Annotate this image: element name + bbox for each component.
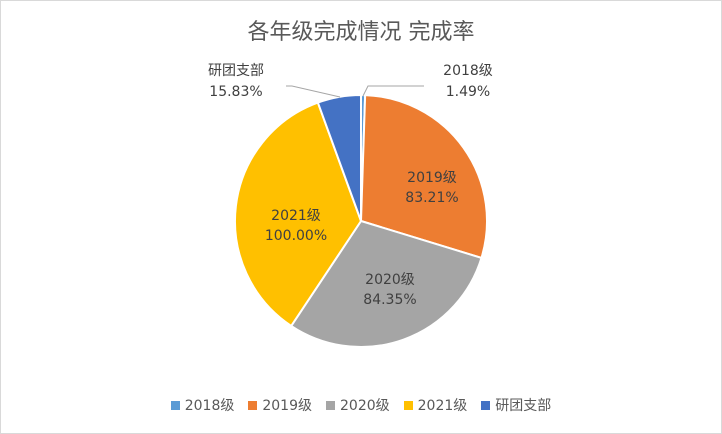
data-label-value-yantuan: 15.83% <box>209 84 262 100</box>
legend-label-2019: 2019级 <box>262 398 312 414</box>
legend: 2018级 2019级 2020级 2021级 研团支部 <box>0 395 722 415</box>
pie-slice-2019 <box>359 94 488 260</box>
legend-swatch-2019 <box>248 400 258 410</box>
legend-item-2018: 2018级 <box>170 395 235 415</box>
leader-line-2018 <box>362 85 424 97</box>
legend-item-2020: 2020级 <box>326 395 390 415</box>
data-label-category-2018: 2018级 <box>443 63 493 79</box>
data-label-category-2020: 2020级 <box>365 272 415 288</box>
legend-swatch-2020 <box>326 400 335 410</box>
data-label-category-2021: 2021级 <box>271 208 321 224</box>
data-label-category-yantuan: 研团支部 <box>208 63 264 79</box>
data-label-value-2020: 84.35% <box>363 292 416 308</box>
chart-title: 各年级完成情况 完成率 <box>247 20 475 45</box>
data-label-category-2019: 2019级 <box>407 170 457 186</box>
legend-swatch-2021 <box>403 400 413 410</box>
data-label-value-2021: 100.00% <box>265 228 327 244</box>
legend-swatch-2018 <box>170 400 180 410</box>
legend-swatch-yantuan <box>481 400 491 410</box>
legend-label-2020: 2020级 <box>340 398 390 414</box>
legend-label-2021: 2021级 <box>417 398 468 414</box>
legend-label-2018: 2018级 <box>184 398 235 414</box>
pie-slice-2021 <box>234 101 363 328</box>
data-label-value-2018: 1.49% <box>446 84 490 100</box>
legend-item-2019: 2019级 <box>248 395 312 415</box>
legend-item-yantuan: 研团支部 <box>481 395 551 415</box>
data-label-value-2019: 83.21% <box>405 190 458 206</box>
pie-slice-2020 <box>289 219 483 348</box>
legend-item-2021: 2021级 <box>403 395 468 415</box>
leader-line-yantuan <box>286 85 341 98</box>
legend-label-yantuan: 研团支部 <box>495 398 552 414</box>
